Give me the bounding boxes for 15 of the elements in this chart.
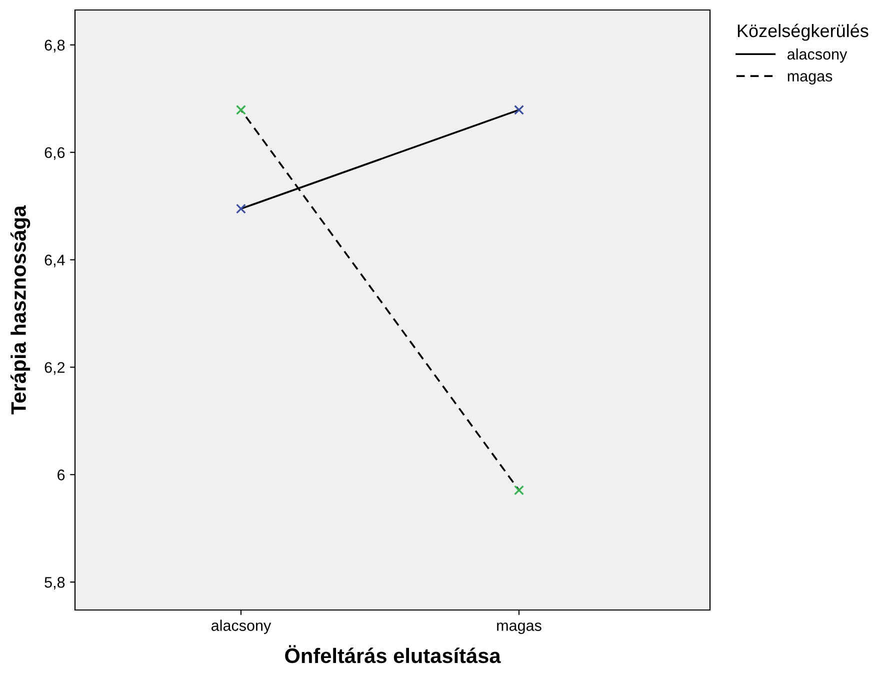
y-tick-label: 6,8 xyxy=(44,40,65,52)
x-axis-title: Önfeltárás elutasítása xyxy=(285,645,501,664)
point xyxy=(236,104,246,115)
y-tick-label: 5,8 xyxy=(44,576,65,590)
y-axis-title: Terápia hasznossága xyxy=(10,205,30,414)
legend-title: Közelségkerülés xyxy=(738,24,868,41)
point xyxy=(236,204,246,214)
point xyxy=(514,104,524,115)
legend-label: magas xyxy=(788,73,832,85)
y-tick-label: 6 xyxy=(58,470,65,480)
y-tick-label: 6,6 xyxy=(44,147,65,160)
point xyxy=(514,485,524,496)
y-tick-label: 6,4 xyxy=(44,254,65,268)
legend-label: alacsony xyxy=(788,48,848,63)
y-tick-label: 6,2 xyxy=(44,362,65,375)
